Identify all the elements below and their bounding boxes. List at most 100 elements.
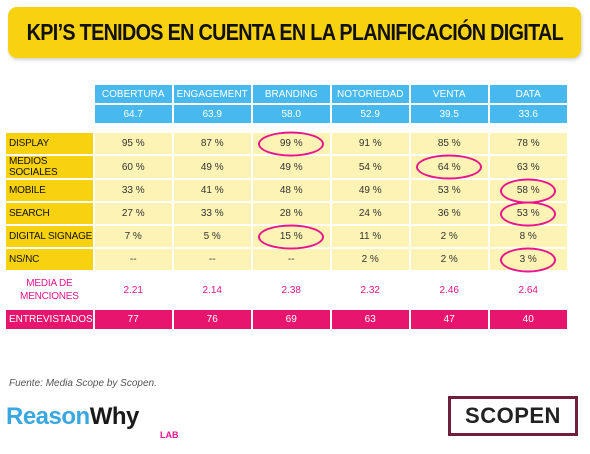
entrevistados-value: 63 [331,310,409,329]
cell-value: 2 % [440,231,458,242]
cell-value: -- [208,254,216,265]
table-cell: 2 % [410,226,488,247]
page-title: KPI’S TENIDOS EN CUENTA EN LA PLANIFICAC… [26,19,563,45]
media-value: 2.38 [252,272,330,308]
cell-value: 95 % [121,138,145,149]
cell-value: 64 % [437,161,461,173]
cell-value: 2 % [440,254,458,265]
row-label: SEARCH [6,203,93,224]
table-cell: 2 % [331,249,409,270]
table-cell: -- [252,249,330,270]
col-score: 63.9 [173,105,251,123]
table-row: MEDIOS SOCIALES 60 % 49 % 49 % 54 % 64 % 63 % [6,154,567,180]
table-cell: 53 % [410,180,488,201]
cell-value: 63 % [516,161,540,173]
table-cell: 63 % [489,156,567,178]
table-row: NS/NC -- -- -- 2 % 2 % 3 % [6,247,567,272]
table-cell: 99 % [252,131,330,156]
cell-value: 49 % [279,161,303,173]
entrevistados-value: 40 [489,310,567,329]
cell-value: 48 % [279,185,303,196]
table-cell: 91 % [331,133,409,154]
reasonwhy-logo: ReasonWhy [6,403,139,431]
cell-value: -- [129,254,137,265]
cell-value: 15 % [279,231,303,242]
highlight-circle [500,247,557,272]
table-cell: 54 % [331,156,409,178]
col-score: 58.0 [252,105,330,123]
highlight-circle [500,201,557,226]
col-header-engagement: ENGAGEMENT [173,85,251,103]
cell-value: 99 % [279,138,303,149]
entrevistados-row: ENTREVISTADOS 77 76 69 63 47 40 [6,310,567,329]
cell-value: 41 % [200,185,224,196]
col-header-notoriedad: NOTORIEDAD [331,85,409,103]
table-cell: 33 % [94,180,172,201]
table-cell: 58 % [489,178,567,203]
source-note: Fuente: Media Scope by Scopen. [9,378,157,389]
col-header-branding: BRANDING [252,85,330,103]
cell-value: 53 % [516,208,540,219]
col-header-venta: VENTA [410,85,488,103]
table-cell: 8 % [489,226,567,247]
highlight-circle [258,131,325,156]
table-cell: 11 % [331,226,409,247]
score-row: 64.7 63.9 58.0 52.9 39.5 33.6 [6,105,567,123]
table-cell: 95 % [94,133,172,154]
logo-why-text: Why [89,403,140,430]
kpi-table: COBERTURA ENGAGEMENT BRANDING NOTORIEDAD… [4,83,569,331]
cell-value: 5 % [203,231,221,242]
corner-cell [6,105,93,123]
cell-value: 33 % [121,185,145,196]
cell-value: 36 % [437,208,461,219]
cell-value: 11 % [359,231,382,242]
col-score: 39.5 [410,105,488,123]
media-row: MEDIA DE MENCIONES 2.21 2.14 2.38 2.32 2.46 2.6… [6,272,567,308]
cell-value: 24 % [358,208,382,219]
media-value: 2.64 [489,272,567,308]
header-row: COBERTURA ENGAGEMENT BRANDING NOTORIEDAD… [6,85,567,103]
cell-value: 54 % [358,161,382,173]
entrevistados-label: ENTREVISTADOS [6,310,93,329]
cell-value: 87 % [200,138,224,149]
col-score: 33.6 [489,105,567,123]
entrevistados-value: 77 [94,310,172,329]
table-cell: 48 % [252,180,330,201]
cell-value: 53 % [437,185,461,196]
cell-value: 91 % [358,138,382,149]
highlight-circle [416,154,483,180]
col-score: 52.9 [331,105,409,123]
table-row: MOBILE 33 % 41 % 48 % 49 % 53 % 58 % [6,178,567,203]
table-cell: 33 % [173,203,251,224]
table-cell: 78 % [489,133,567,154]
table-cell: 49 % [252,156,330,178]
cell-value: -- [287,254,295,265]
row-label: MOBILE [6,180,93,201]
logo-lab-text: LAB [160,430,179,440]
cell-value: 2 % [361,254,379,265]
table-cell: 41 % [173,180,251,201]
corner-cell [6,85,93,103]
table-cell: 53 % [489,201,567,226]
media-label-line1: MEDIA DE [26,278,73,289]
logo-reason-text: Reason [6,403,90,430]
row-label: NS/NC [6,249,93,270]
table-cell: 3 % [489,247,567,272]
table-cell: 49 % [331,180,409,201]
table-cell: 28 % [252,203,330,224]
table-cell: 27 % [94,203,172,224]
cell-value: 27 % [121,208,145,219]
col-header-data: DATA [489,85,567,103]
table-cell: -- [94,249,172,270]
table-cell: 15 % [252,224,330,249]
cell-value: 3 % [519,254,537,265]
table-cell: -- [173,249,251,270]
table-cell: 64 % [410,154,488,180]
media-value: 2.32 [331,272,409,308]
entrevistados-value: 76 [173,310,251,329]
media-label: MEDIA DE MENCIONES [6,272,93,308]
table-cell: 5 % [173,226,251,247]
media-value: 2.21 [94,272,172,308]
table-cell: 24 % [331,203,409,224]
scopen-logo: SCOPEN [448,396,578,436]
